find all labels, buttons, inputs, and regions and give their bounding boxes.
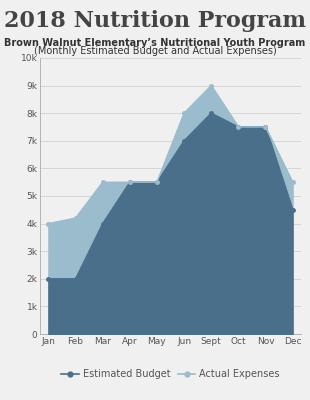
- Text: Brown Walnut Elementary’s Nutritional Youth Program: Brown Walnut Elementary’s Nutritional Yo…: [4, 38, 306, 48]
- Text: 2018 Nutrition Program: 2018 Nutrition Program: [4, 10, 306, 32]
- Text: (Monthly Estimated Budget and Actual Expenses): (Monthly Estimated Budget and Actual Exp…: [33, 46, 277, 56]
- Legend: Estimated Budget, Actual Expenses: Estimated Budget, Actual Expenses: [57, 365, 284, 383]
